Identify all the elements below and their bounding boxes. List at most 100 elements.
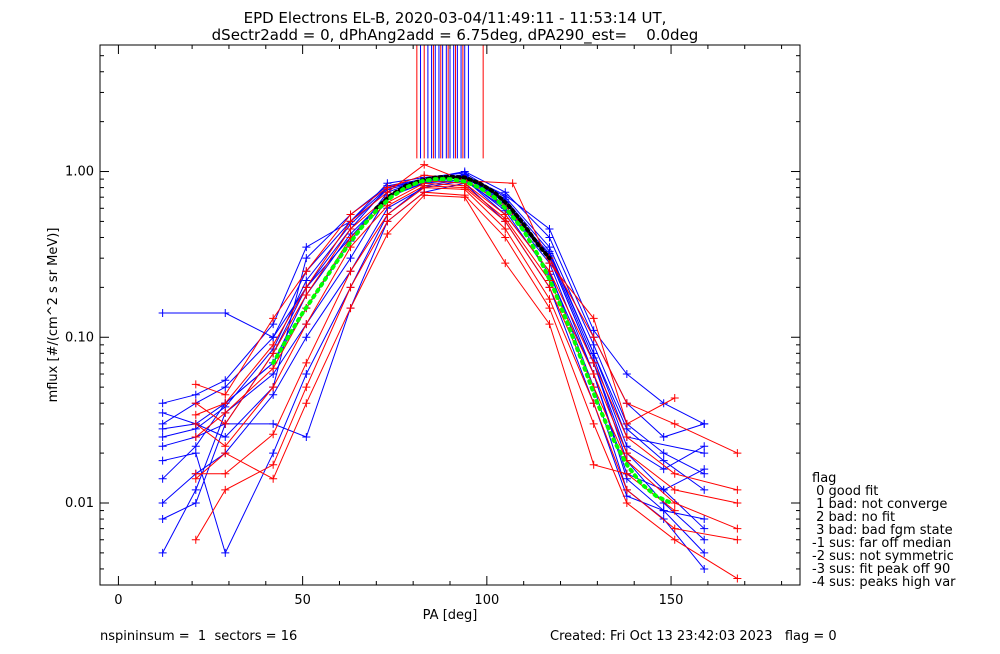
data-point <box>589 419 598 428</box>
data-point <box>158 498 167 507</box>
data-point <box>269 460 278 469</box>
chart-title: EPD Electrons EL-B, 2020-03-04/11:49:11 … <box>212 9 699 45</box>
series-line <box>195 191 738 580</box>
y-axis-label: mflux [#/(cm^2 s sr MeV)] <box>46 228 61 403</box>
series-red <box>191 181 742 533</box>
data-point <box>733 449 742 458</box>
data-point <box>302 370 311 379</box>
data-point <box>545 320 554 329</box>
series-line <box>195 182 738 504</box>
data-point <box>346 267 355 276</box>
data-point <box>670 506 679 515</box>
data-point <box>221 433 230 442</box>
data-point <box>622 419 631 428</box>
data-point <box>346 224 355 233</box>
legend-item: -3 sus: fit peak off 90 <box>812 562 950 577</box>
legend-title: flag <box>812 471 836 486</box>
data-point <box>670 524 679 533</box>
data-point <box>589 370 598 379</box>
data-point <box>191 485 200 494</box>
data-point <box>700 535 709 544</box>
data-point <box>659 506 668 515</box>
data-point <box>383 229 392 238</box>
flag-legend: flag 0 good fit 1 bad: not converge 2 ba… <box>812 471 956 590</box>
data-point <box>302 399 311 408</box>
data-point <box>622 469 631 478</box>
data-point <box>501 224 510 233</box>
data-point <box>589 333 598 342</box>
data-point <box>545 259 554 268</box>
data-point <box>659 433 668 442</box>
data-point <box>221 469 230 478</box>
data-point <box>545 224 554 233</box>
data-point <box>221 376 230 385</box>
data-point <box>191 535 200 544</box>
data-point <box>670 469 679 478</box>
series-red <box>191 188 742 583</box>
series-blue <box>158 170 709 458</box>
data-point <box>221 390 230 399</box>
data-point <box>622 433 631 442</box>
series-line <box>195 180 738 491</box>
data-point <box>589 358 598 367</box>
data-point <box>501 233 510 242</box>
axis-ticks: 0 50 100 150 1.00 0.10 0.01 <box>65 45 800 608</box>
data-point <box>302 243 311 252</box>
data-point <box>700 548 709 557</box>
data-point <box>700 465 709 474</box>
data-point <box>221 548 230 557</box>
data-point <box>269 383 278 392</box>
data-point <box>158 399 167 408</box>
data-point <box>622 498 631 507</box>
data-point <box>659 485 668 494</box>
data-point <box>659 456 668 465</box>
series-blue <box>158 171 709 557</box>
data-point <box>269 340 278 349</box>
data-point <box>545 304 554 313</box>
footer-created-info: Created: Fri Oct 13 23:42:03 2023 flag =… <box>550 629 837 644</box>
data-point <box>622 485 631 494</box>
data-point <box>659 399 668 408</box>
data-point <box>269 349 278 358</box>
data-point <box>622 449 631 458</box>
data-point <box>191 442 200 451</box>
data-point <box>302 276 311 285</box>
series-red <box>191 191 679 515</box>
data-point <box>158 408 167 417</box>
data-point <box>302 254 311 263</box>
data-point <box>589 326 598 335</box>
data-point <box>670 485 679 494</box>
series-line <box>162 182 705 520</box>
y-tick-label: 0.10 <box>65 330 94 345</box>
data-point <box>269 419 278 428</box>
data-point <box>221 485 230 494</box>
data-point <box>733 524 742 533</box>
data-point <box>221 442 230 451</box>
data-point <box>383 217 392 226</box>
data-point <box>383 188 392 197</box>
data-point <box>383 210 392 219</box>
data-point <box>191 498 200 507</box>
data-point <box>670 419 679 428</box>
fit-curve-green <box>271 177 674 505</box>
data-point <box>302 433 311 442</box>
footer-spin-info: nspininsum = 1 sectors = 16 <box>100 629 297 644</box>
series-red <box>191 171 742 458</box>
data-point <box>670 394 679 403</box>
data-point <box>346 304 355 313</box>
data-point <box>269 314 278 323</box>
data-point <box>700 515 709 524</box>
data-point <box>700 564 709 573</box>
legend-item: 0 good fit <box>812 484 878 499</box>
data-point <box>158 442 167 451</box>
data-point <box>589 340 598 349</box>
data-point <box>545 233 554 242</box>
series-line <box>162 174 705 425</box>
x-tick-label: 100 <box>474 593 499 608</box>
data-layer <box>158 45 742 583</box>
data-point <box>191 433 200 442</box>
data-point <box>733 535 742 544</box>
data-point <box>158 548 167 557</box>
y-tick-label: 1.00 <box>65 165 94 180</box>
data-point <box>191 390 200 399</box>
